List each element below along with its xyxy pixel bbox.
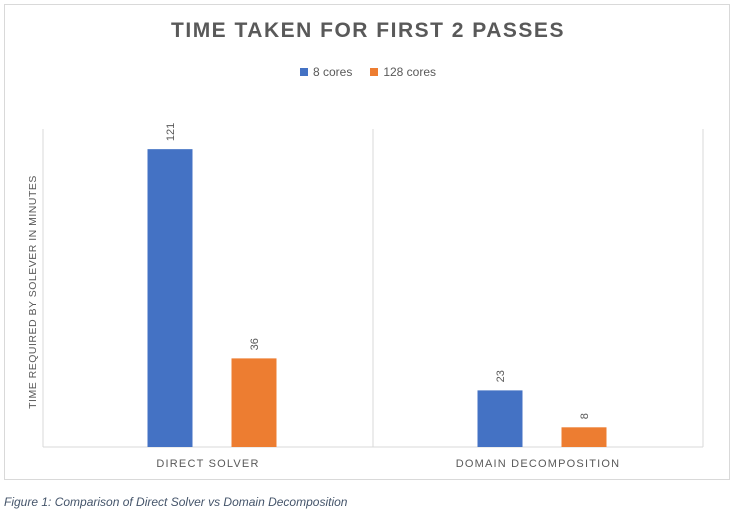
data-label-domain-decomposition-128-cores: 8 xyxy=(579,413,591,419)
data-label-direct-solver-8-cores: 121 xyxy=(165,123,177,141)
legend-swatch-128-cores xyxy=(370,68,379,76)
bar-domain-decomposition-128-cores xyxy=(561,427,607,447)
figure-caption: Figure 1: Comparison of Direct Solver vs… xyxy=(4,495,348,509)
legend-item-128-cores: 128 cores xyxy=(370,65,436,79)
bar-group: 121 23 36 8 xyxy=(147,123,607,447)
bar-direct-solver-8-cores xyxy=(147,149,193,447)
legend-label-8-cores: 8 cores xyxy=(312,65,353,79)
x-tick-label-direct-solver: DIRECT SOLVER xyxy=(156,458,259,470)
bar-domain-decomposition-8-cores xyxy=(477,390,523,447)
x-tick-label-domain-decomposition: DOMAIN DECOMPOSITION xyxy=(456,458,621,470)
bar-direct-solver-128-cores xyxy=(231,358,277,447)
legend-item-8-cores: 8 cores xyxy=(299,65,353,79)
chart-title: TIME TAKEN FOR FIRST 2 PASSES xyxy=(171,19,565,42)
data-label-domain-decomposition-8-cores: 23 xyxy=(495,370,507,382)
chart-frame: TIME TAKEN FOR FIRST 2 PASSES 8 cores 12… xyxy=(4,4,730,480)
data-label-direct-solver-128-cores: 36 xyxy=(249,338,261,350)
legend: 8 cores 128 cores xyxy=(5,65,731,79)
plot-area: TIME REQUIRED BY SOLEVER IN MINUTES DIRE… xyxy=(27,123,704,470)
legend-label-128-cores: 128 cores xyxy=(383,65,437,79)
y-axis-label: TIME REQUIRED BY SOLEVER IN MINUTES xyxy=(27,175,39,409)
legend-swatch-8-cores xyxy=(299,68,308,76)
